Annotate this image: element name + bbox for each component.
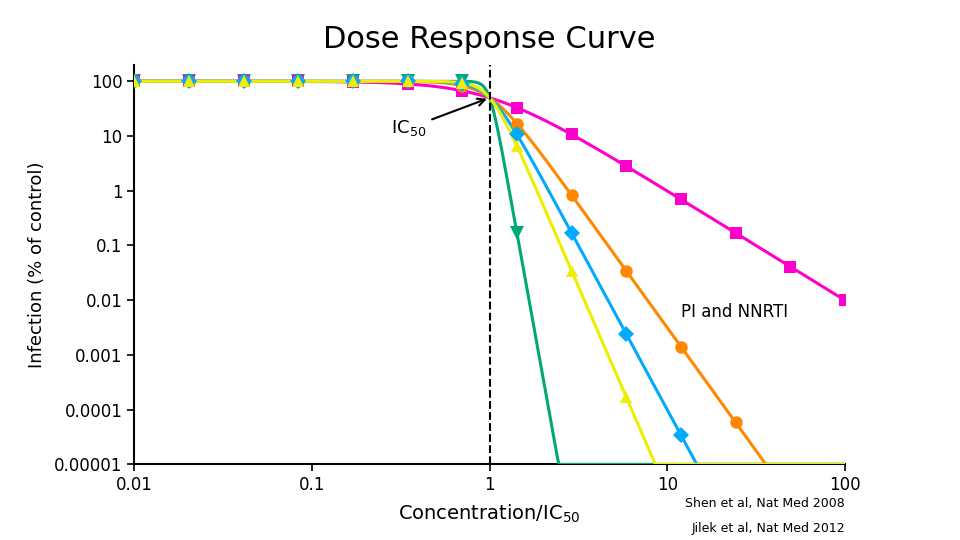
Y-axis label: Infection (% of control): Infection (% of control) xyxy=(28,161,46,368)
Text: PI and NNRTI: PI and NNRTI xyxy=(682,303,788,321)
X-axis label: Concentration/IC$_{50}$: Concentration/IC$_{50}$ xyxy=(398,503,581,525)
Text: Shen et al, Nat Med 2008: Shen et al, Nat Med 2008 xyxy=(685,497,845,510)
Text: IC$_{50}$: IC$_{50}$ xyxy=(392,99,485,138)
Text: Jilek et al, Nat Med 2012: Jilek et al, Nat Med 2012 xyxy=(691,522,845,535)
Title: Dose Response Curve: Dose Response Curve xyxy=(324,25,656,54)
